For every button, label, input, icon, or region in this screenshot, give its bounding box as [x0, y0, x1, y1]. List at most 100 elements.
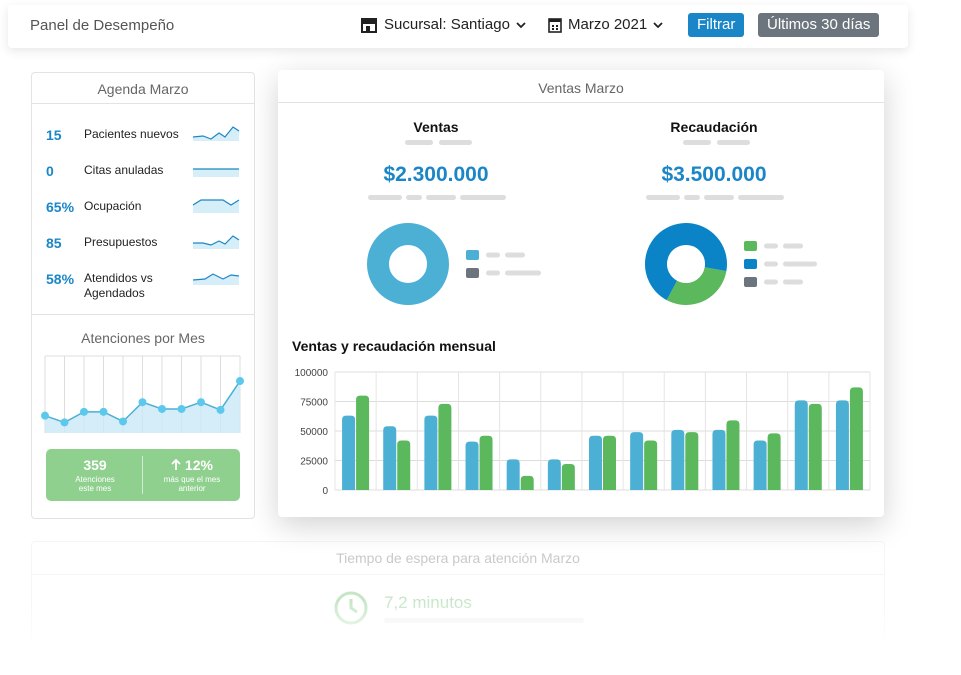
placeholder [426, 195, 456, 200]
sparkline [193, 168, 239, 177]
placeholder [783, 243, 803, 249]
agenda-item: 65% Ocupación [46, 199, 184, 215]
divider [142, 456, 143, 494]
donut-segment [645, 223, 727, 305]
bar [753, 440, 767, 490]
kpi-title: Ventas [413, 119, 458, 135]
line-point [138, 398, 147, 407]
panel-title: Agenda Marzo [97, 81, 189, 97]
placeholder [764, 243, 778, 249]
donut-segment [367, 223, 449, 305]
bar [424, 415, 438, 490]
line-point [80, 407, 88, 416]
sparkline [193, 126, 240, 141]
bar [767, 433, 781, 490]
sparkline [193, 273, 240, 285]
agenda-label: Presupuestos [84, 235, 158, 249]
bar [479, 435, 493, 490]
chart-title: Ventas y recaudación mensual [292, 338, 496, 354]
sparkline [193, 235, 240, 249]
divider [32, 314, 254, 315]
bar [603, 435, 616, 490]
agenda-value: 85 [46, 235, 62, 251]
sales-charts: Ventas $2.300.000 Recaudación $3.500.000 Ven… [292, 119, 871, 497]
placeholder [405, 140, 433, 145]
bar [547, 459, 561, 490]
kpi-amount: $2.300.000 [383, 163, 488, 186]
kpi-amount: $3.500.000 [661, 163, 766, 186]
placeholder [683, 140, 711, 145]
placeholder [368, 195, 402, 200]
panel-title: Tiempo de espera para atención Marzo [336, 550, 580, 566]
placeholder [764, 261, 778, 267]
agenda-value: 0 [46, 163, 54, 179]
header-bar: Panel de Desempeño Sucursal: Santiago Ma… [8, 5, 908, 48]
total-label: Atenciones este mes [75, 475, 115, 493]
agenda-item: 0 Citas anuladas [46, 163, 184, 179]
placeholder [764, 279, 778, 285]
sparkline-line [193, 235, 240, 246]
placeholder [439, 140, 472, 145]
line-point [158, 404, 166, 413]
agenda-item: 85 Presupuestos [46, 235, 184, 251]
legend-swatch [466, 268, 479, 278]
line-point [99, 407, 108, 416]
agenda-value: 58% [46, 271, 75, 287]
y-tick-label: 0 [322, 486, 328, 497]
line-point [41, 411, 49, 420]
bar [794, 400, 808, 490]
agenda-label: Ocupación [84, 199, 142, 213]
sparkline [193, 199, 240, 213]
change-label: más que el mes anterior [163, 475, 221, 493]
legend-swatch [466, 250, 479, 260]
legend-swatch [744, 277, 757, 287]
bar [561, 464, 575, 490]
bar [438, 403, 452, 490]
summary-box: 359 Atenciones este mes 12% más que el m… [46, 449, 240, 501]
divider [32, 103, 254, 104]
agenda-item: 15 Pacientes nuevos [46, 127, 184, 143]
panel-title: Atenciones por Mes [81, 330, 205, 346]
attentions-chart [41, 355, 244, 433]
bar [589, 435, 602, 490]
bar [520, 475, 534, 490]
placeholder [646, 195, 680, 200]
divider [278, 102, 884, 103]
bar [712, 429, 726, 490]
page-title: Panel de Desempeño [30, 17, 175, 34]
placeholder [738, 195, 784, 200]
store-icon [361, 17, 377, 33]
period-selector[interactable]: Marzo 2021 [548, 16, 663, 33]
range-button[interactable]: Últimos 30 días [758, 13, 880, 37]
placeholder [486, 252, 500, 258]
bar [849, 387, 863, 490]
bar [808, 403, 822, 490]
line-point [60, 418, 69, 427]
agenda-label: Pacientes nuevos [84, 127, 179, 141]
fade-overlay [0, 600, 961, 675]
agenda-item: 58% Atendidos vs Agendados [46, 271, 184, 301]
bar [835, 400, 849, 490]
sparkline-area [193, 169, 239, 177]
placeholder [704, 195, 734, 200]
agenda-value: 65% [46, 199, 75, 215]
bar [383, 426, 397, 490]
y-tick-label: 75000 [300, 398, 328, 409]
bar [726, 420, 740, 490]
placeholder [505, 270, 541, 276]
line-point [119, 417, 127, 426]
bar [671, 429, 685, 490]
placeholder [460, 195, 506, 200]
bar [356, 395, 370, 490]
bar [644, 440, 658, 490]
line-area [45, 381, 240, 433]
line-point [236, 377, 244, 386]
placeholder [783, 279, 803, 285]
branch-selector[interactable]: Sucursal: Santiago [360, 16, 526, 33]
sparkline-line [193, 126, 240, 140]
agenda-label: Atendidos vs Agendados [84, 271, 153, 300]
filter-button[interactable]: Filtrar [688, 13, 745, 37]
legend-swatch [744, 259, 757, 269]
kpi-title: Recaudación [670, 119, 757, 135]
